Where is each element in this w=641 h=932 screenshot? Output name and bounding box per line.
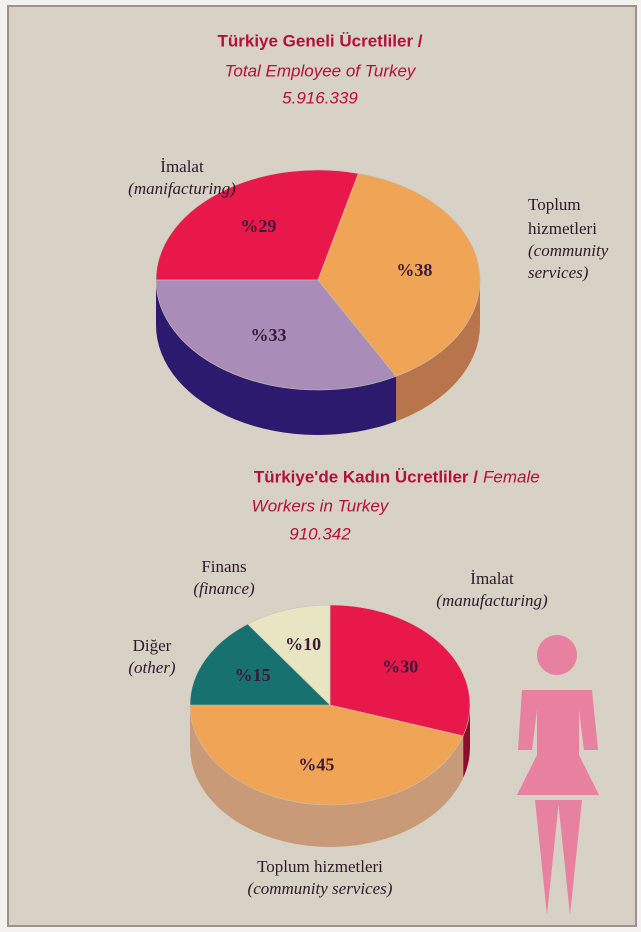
category-translation: (manufacturing) (436, 591, 548, 610)
value-label: %38 (396, 260, 432, 280)
category-label: Diğer (133, 636, 172, 655)
category-label: Toplum hizmetleri (257, 857, 383, 876)
category-translation: (community services) (528, 241, 613, 282)
category-translation: (manifacturing) (128, 179, 236, 198)
category-label: İmalat (160, 157, 204, 176)
category-label: Finans (201, 557, 246, 576)
total-label: 910.342 (289, 524, 351, 543)
slice (189, 623, 331, 706)
chart-subtitle: Workers in Turkey (252, 496, 390, 515)
chart-subtitle: Total Employee of Turkey (225, 61, 417, 80)
slice (317, 173, 481, 377)
slice (247, 604, 331, 706)
category-translation: (other) (128, 658, 176, 677)
total-label: 5.916.339 (282, 88, 358, 107)
value-label: %33 (251, 325, 287, 345)
slice-side (156, 280, 397, 436)
category-translation: (finance) (193, 579, 255, 598)
value-label: %29 (240, 216, 276, 236)
category-translation: (community services) (248, 879, 393, 898)
chart-title: Türkiye'de Kadın Ücretliler / (254, 467, 478, 486)
slice (155, 279, 397, 391)
woman-icon (517, 635, 599, 915)
slice (329, 604, 471, 737)
pie-chart: Türkiye'de Kadın Ücretliler / Female Worke… (128, 467, 548, 897)
value-label: %10 (285, 634, 321, 654)
slice (155, 169, 359, 281)
slice (189, 704, 464, 806)
slice-side (190, 705, 464, 847)
chart-subtitle: Female (483, 467, 540, 486)
category-label: İmalat (470, 569, 514, 588)
value-label: %15 (235, 665, 271, 685)
pie-chart: Türkiye Geneli Ücretliler / Total Employe… (128, 31, 613, 436)
slice-side (463, 705, 470, 778)
value-label: %45 (298, 754, 334, 774)
chart-title: Türkiye Geneli Ücretliler / (217, 31, 422, 50)
category-label: Toplum hizmetleri (528, 195, 597, 238)
value-label: %30 (382, 657, 418, 677)
slice-side (396, 280, 480, 422)
